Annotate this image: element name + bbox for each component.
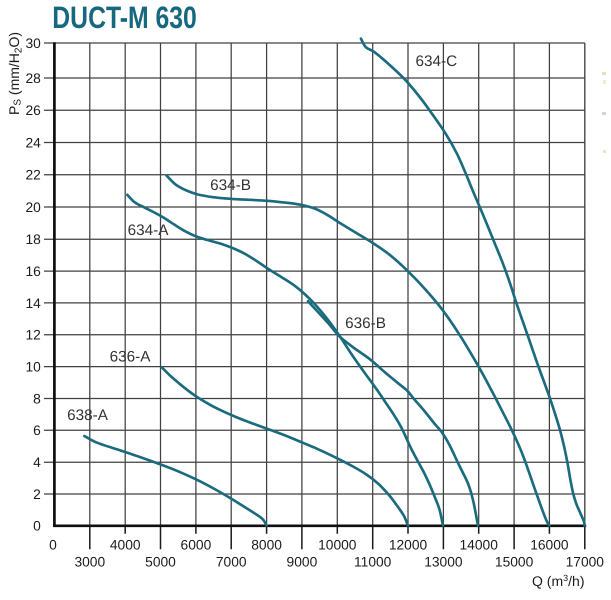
svg-text:30: 30 bbox=[25, 36, 41, 51]
svg-text:634-C: 634-C bbox=[415, 53, 457, 70]
svg-text:Q (m3/h): Q (m3/h) bbox=[532, 573, 584, 589]
svg-text:6: 6 bbox=[33, 423, 41, 438]
svg-text:2: 2 bbox=[33, 487, 41, 502]
svg-text:18: 18 bbox=[25, 232, 41, 247]
svg-text:634-B: 634-B bbox=[210, 177, 251, 194]
svg-text:6000: 6000 bbox=[181, 538, 212, 553]
svg-text:10000: 10000 bbox=[318, 538, 357, 553]
svg-text:636-A: 636-A bbox=[110, 349, 152, 366]
svg-text:20: 20 bbox=[25, 200, 41, 215]
svg-text:8: 8 bbox=[33, 391, 41, 406]
svg-text:4: 4 bbox=[33, 455, 41, 470]
svg-text:636-B: 636-B bbox=[345, 315, 386, 332]
svg-text:11000: 11000 bbox=[354, 555, 392, 570]
svg-text:14000: 14000 bbox=[460, 538, 499, 553]
svg-text:28: 28 bbox=[25, 71, 41, 86]
svg-text:10: 10 bbox=[25, 360, 41, 375]
svg-text:7000: 7000 bbox=[216, 555, 247, 570]
svg-text:13000: 13000 bbox=[424, 555, 463, 570]
svg-text:3000: 3000 bbox=[74, 555, 105, 570]
svg-text:9000: 9000 bbox=[287, 555, 318, 570]
svg-text:17000: 17000 bbox=[566, 555, 605, 570]
svg-text:12000: 12000 bbox=[389, 538, 428, 553]
svg-text:12: 12 bbox=[25, 328, 40, 343]
svg-text:24: 24 bbox=[25, 135, 41, 150]
svg-text:5000: 5000 bbox=[145, 555, 176, 570]
svg-text:15000: 15000 bbox=[495, 555, 534, 570]
svg-text:0: 0 bbox=[33, 519, 41, 534]
svg-text:26: 26 bbox=[25, 103, 41, 118]
svg-text:0: 0 bbox=[49, 538, 57, 553]
svg-text:DUCT-M 630: DUCT-M 630 bbox=[52, 0, 197, 35]
svg-text:4000: 4000 bbox=[110, 538, 141, 553]
svg-text:22: 22 bbox=[25, 168, 40, 183]
svg-text:14: 14 bbox=[25, 296, 41, 311]
svg-text:634-A: 634-A bbox=[128, 222, 170, 239]
svg-text:16: 16 bbox=[25, 264, 41, 279]
svg-text:16000: 16000 bbox=[530, 538, 569, 553]
svg-text:8000: 8000 bbox=[251, 538, 282, 553]
svg-text:638-A: 638-A bbox=[67, 407, 109, 424]
